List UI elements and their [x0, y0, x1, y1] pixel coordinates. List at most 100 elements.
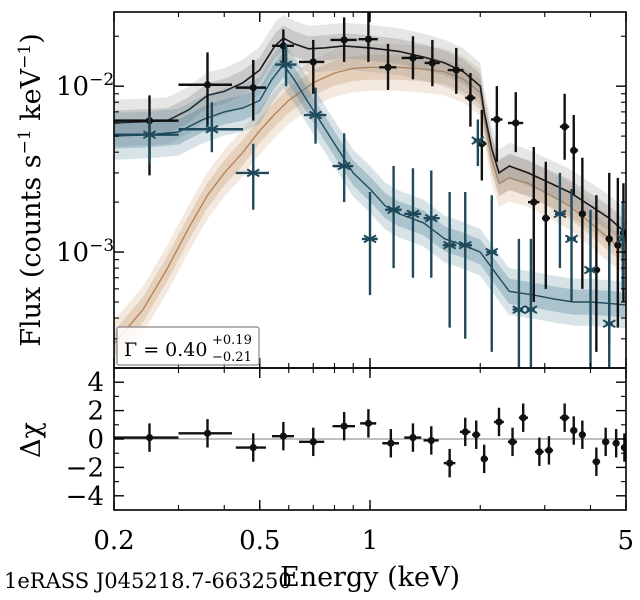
background-point-16	[553, 172, 567, 269]
x-tick-label-5: 5	[617, 526, 634, 556]
residual-point-4	[299, 427, 325, 457]
y-tick-label-top-0: 10−3	[56, 236, 114, 268]
source-name-label: 1eRASS J045218.7-663250	[4, 569, 292, 593]
residual-point-20	[570, 416, 578, 445]
residual-point-17	[534, 437, 544, 466]
total-model-band-1	[114, 14, 626, 257]
total-model-line	[114, 37, 626, 234]
data-point-1	[178, 52, 233, 126]
background-point-0	[114, 116, 179, 164]
residual-point-7	[382, 429, 400, 458]
model-bands	[114, 14, 626, 368]
y-tick-label-bottom-2: 0	[87, 425, 104, 455]
residual-point-12	[472, 420, 481, 449]
residual-points	[114, 403, 626, 478]
background-point-13	[485, 195, 499, 352]
residual-axis-title: Δχ	[16, 422, 47, 458]
residual-point-11	[459, 417, 471, 447]
data-point-2	[235, 59, 266, 121]
background-point-1	[178, 102, 243, 153]
data-point-18	[570, 115, 579, 196]
background-point-15	[524, 238, 538, 368]
y-tick-label-bottom-3: 2	[87, 397, 104, 427]
residual-point-6	[360, 409, 377, 438]
x-tick-label-0.5: 0.5	[239, 526, 280, 556]
y-tick-label-bottom-1: −2	[66, 453, 104, 483]
residual-point-21	[578, 420, 586, 449]
data-point-4	[299, 39, 325, 94]
residual-point-24	[612, 429, 620, 458]
background-point-20	[616, 202, 626, 289]
background-model-band-2	[114, 52, 626, 318]
residual-point-3	[271, 421, 294, 451]
background-model-line	[114, 63, 626, 306]
data-point-17	[559, 93, 570, 160]
data-point-22	[614, 177, 622, 328]
legend-gamma-upper: +0.19	[212, 333, 252, 348]
residual-point-5	[332, 412, 355, 441]
background-point-12	[471, 119, 485, 167]
data-point-11	[465, 73, 476, 127]
residual-point-22	[592, 447, 601, 476]
background-model-band-1	[114, 41, 626, 329]
residual-point-10	[443, 448, 456, 478]
background-point-19	[602, 245, 616, 368]
residual-point-18	[544, 436, 554, 465]
background-point-6	[361, 192, 378, 296]
data-point-7	[379, 43, 397, 90]
background-point-18	[583, 209, 598, 368]
background-point-8	[404, 168, 422, 278]
residual-point-13	[480, 444, 489, 474]
background-point-3	[274, 43, 297, 87]
flux-panel: 10−3 10−2 Γ = 0.40 +0.19 −0.21	[56, 11, 627, 369]
background-point-9	[423, 170, 440, 278]
background-point-11	[458, 192, 473, 339]
gamma-legend: Γ = 0.40 +0.19 −0.21	[116, 326, 260, 366]
data-point-6	[358, 12, 378, 62]
data-point-14	[507, 92, 524, 153]
y-tick-label-top-1: 10−2	[56, 70, 114, 102]
total-model-band-2	[114, 25, 626, 246]
background-point-10	[442, 192, 457, 328]
residual-point-9	[423, 426, 439, 455]
residual-point-16	[518, 403, 528, 432]
flux-axis-title: Flux (counts s−1 keV−1)	[15, 33, 47, 347]
legend-gamma-lower: −0.21	[212, 350, 252, 365]
energy-axis-title: Energy (keV)	[280, 562, 460, 593]
data-point-5	[330, 17, 357, 62]
data-point-9	[424, 39, 440, 87]
data-point-15	[527, 146, 540, 302]
data-point-16	[542, 161, 550, 289]
background-point-5	[332, 133, 354, 203]
legend-box	[116, 326, 260, 366]
background-point-17	[564, 188, 579, 302]
data-point-8	[401, 36, 424, 80]
residual-point-2	[235, 433, 266, 462]
residual-point-25	[620, 433, 626, 462]
residual-point-19	[559, 403, 570, 432]
x-tick-label-1: 1	[362, 526, 379, 556]
residual-point-14	[493, 407, 504, 437]
residual-point-8	[404, 423, 422, 452]
y-tick-label-bottom-0: −4	[66, 482, 104, 512]
residual-point-15	[507, 427, 518, 457]
y-tick-label-bottom-4: 4	[87, 368, 104, 398]
legend-gamma-text: Γ = 0.40	[124, 339, 208, 361]
data-points	[114, 12, 626, 368]
data-point-10	[447, 47, 464, 94]
background-point-2	[235, 143, 270, 210]
background-point-14	[512, 238, 526, 368]
source-model-band-1	[114, 44, 626, 368]
data-point-19	[578, 157, 586, 289]
data-point-13	[491, 86, 503, 162]
residual-point-1	[178, 419, 233, 448]
residual-point-23	[602, 427, 610, 457]
x-tick-label-0.2: 0.2	[93, 526, 134, 556]
background-point-4	[303, 87, 327, 144]
flux-panel-ticks: 10−3 10−2	[56, 12, 627, 369]
background-point-7	[385, 166, 402, 269]
residual-point-0	[114, 423, 179, 452]
